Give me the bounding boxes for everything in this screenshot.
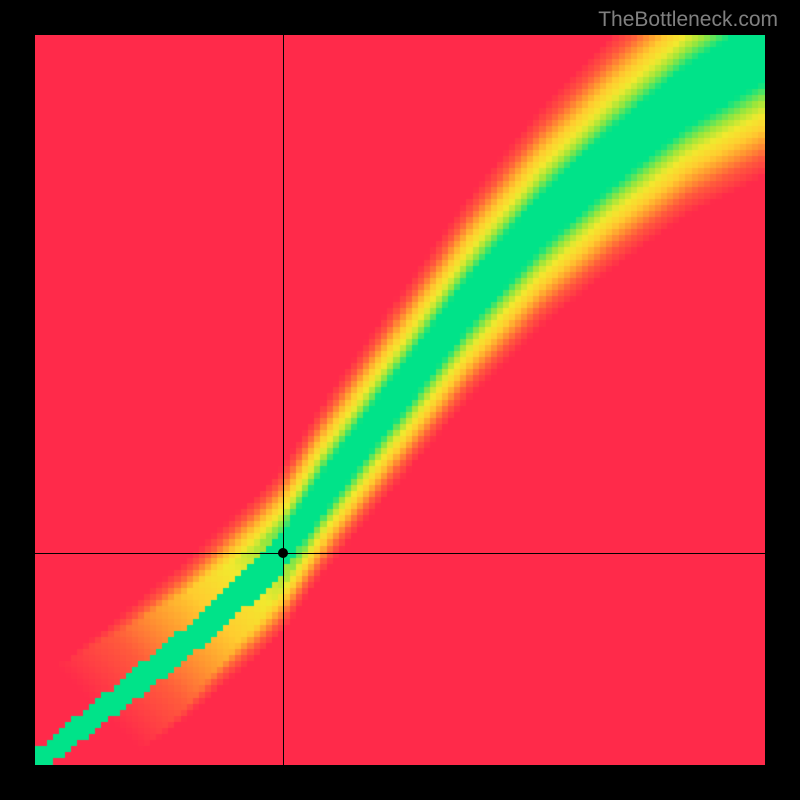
crosshair-vertical [283,35,284,765]
watermark-text: TheBottleneck.com [598,8,778,32]
crosshair-marker [278,548,288,558]
heatmap-canvas [35,35,765,765]
bottleneck-heatmap [35,35,765,765]
crosshair-horizontal [35,553,765,554]
